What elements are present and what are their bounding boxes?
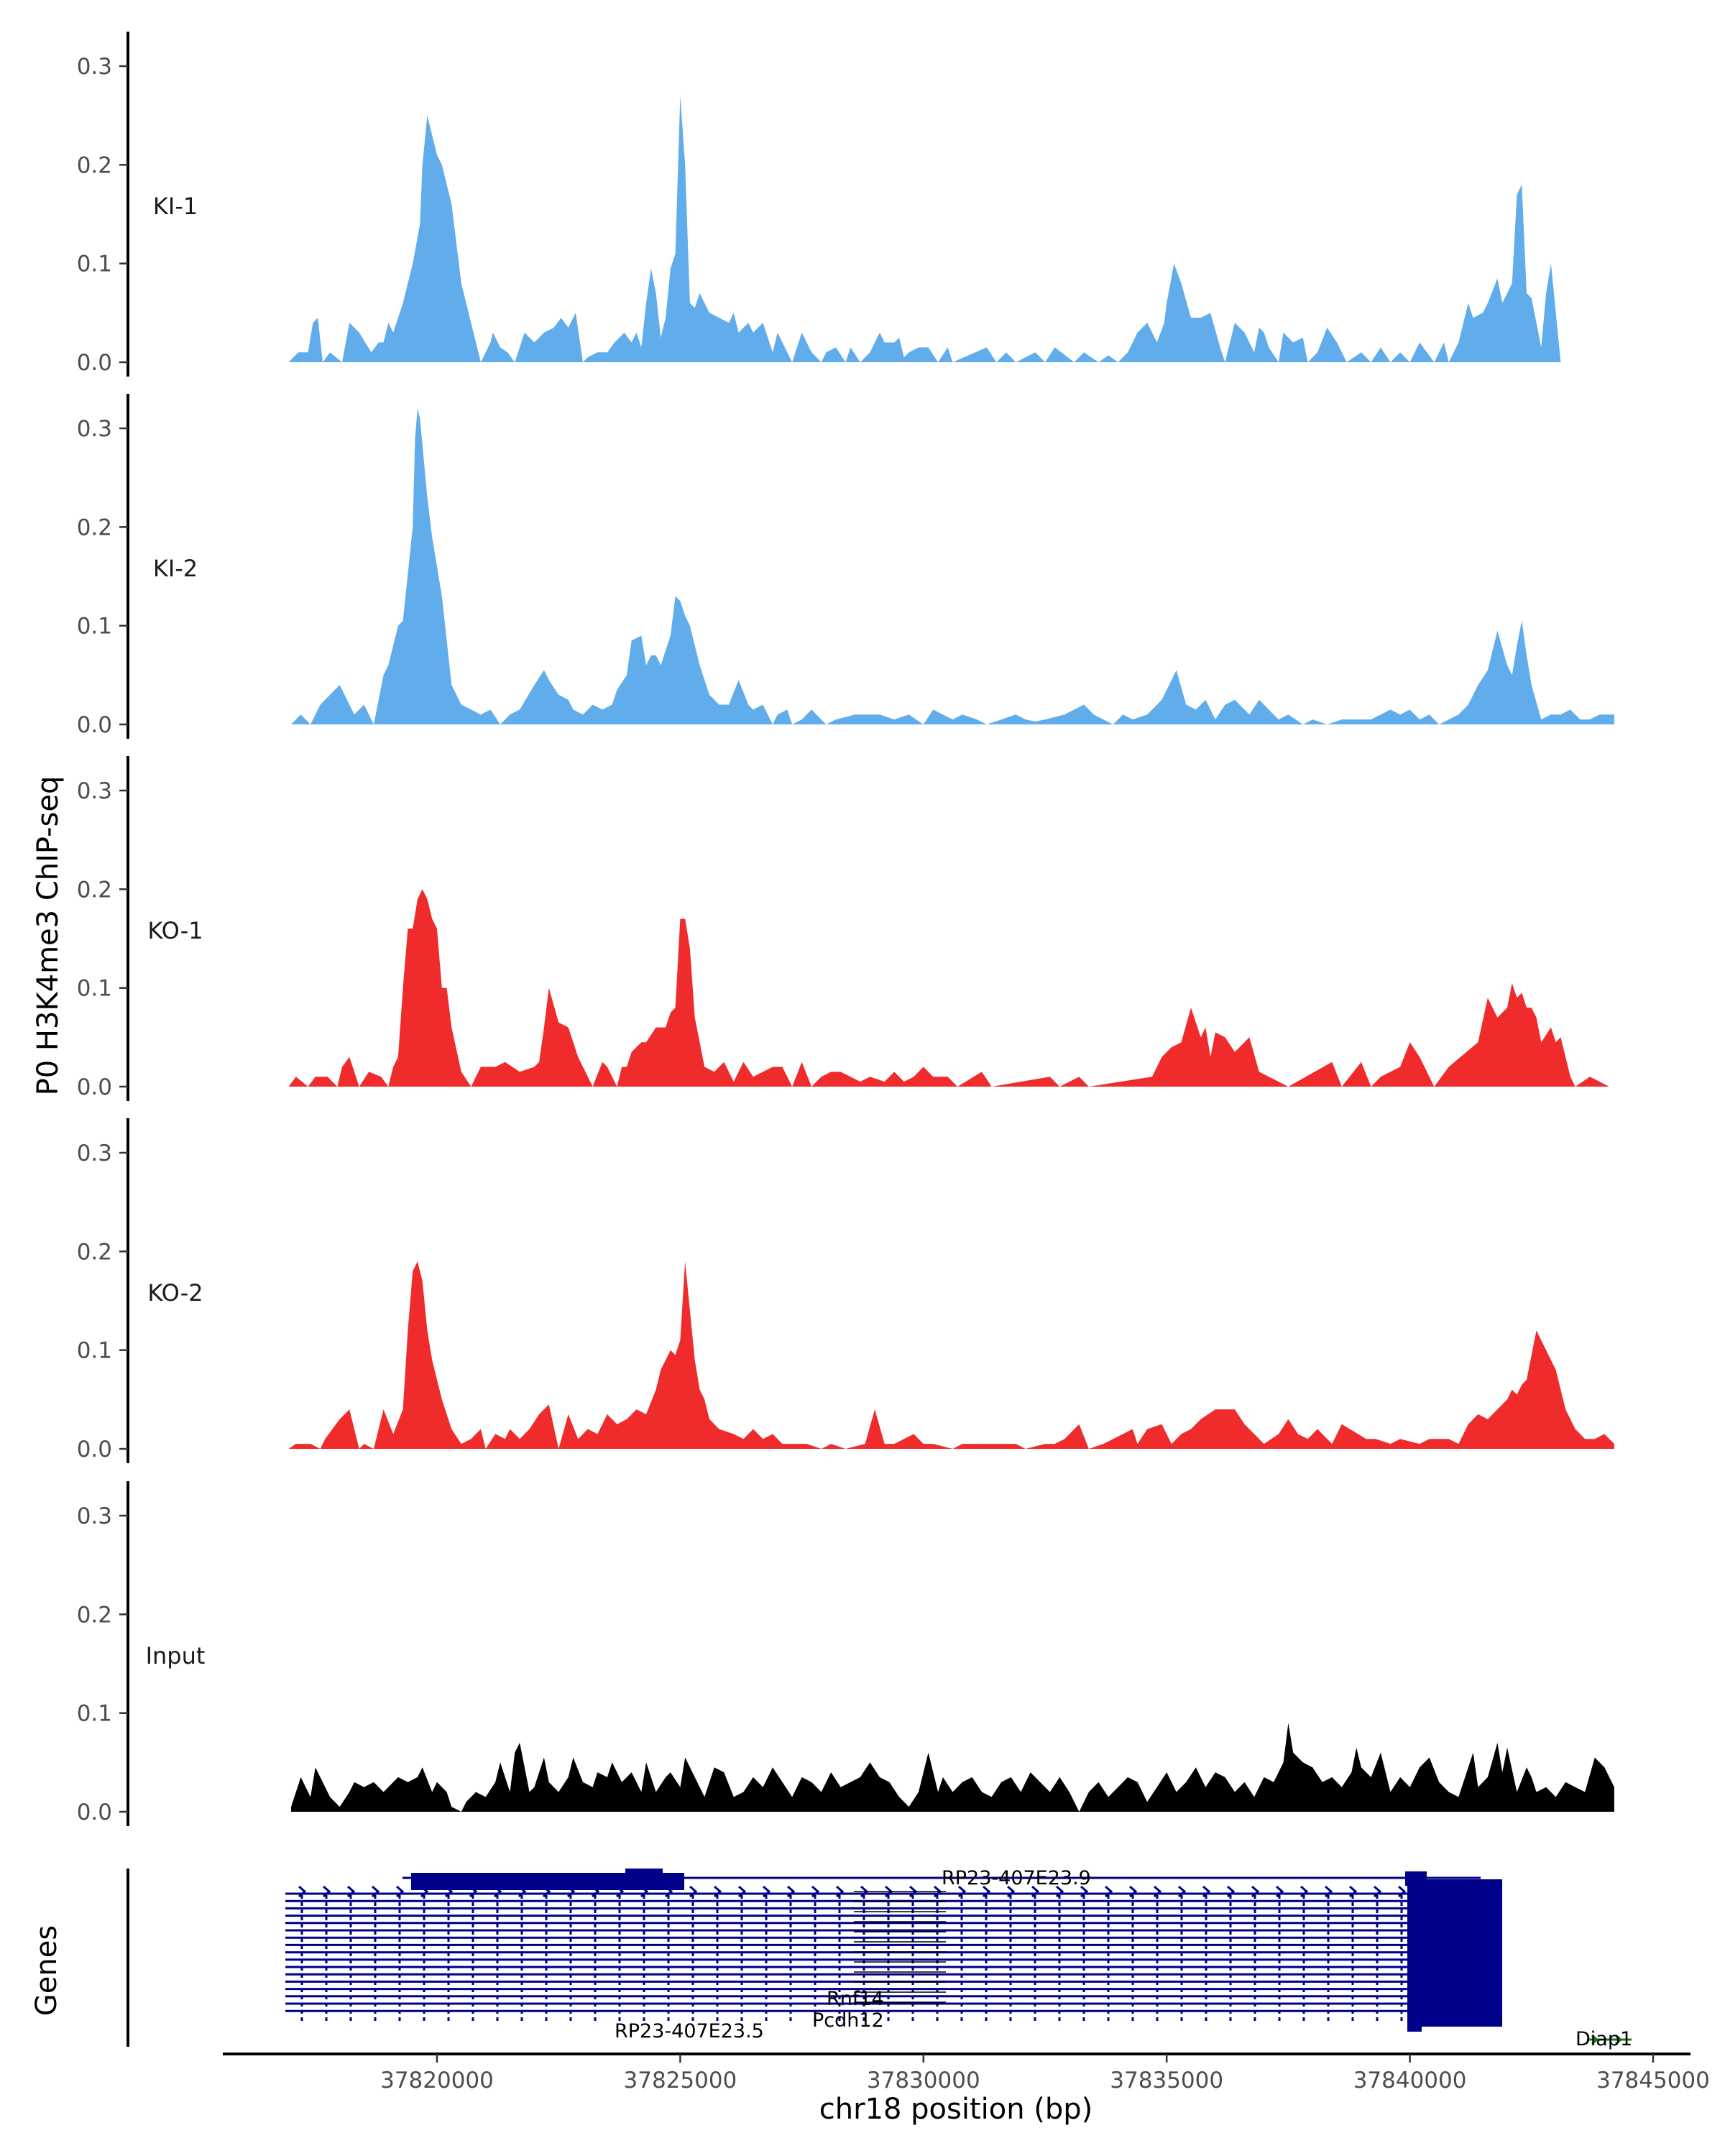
y-tick-label: 0.2 xyxy=(77,515,112,540)
signal-area-ko-2 xyxy=(288,1261,1614,1449)
y-tick-label: 0.1 xyxy=(77,614,112,640)
genes-track-title: Genes xyxy=(30,1925,63,2016)
x-tick-label: 37825000 xyxy=(624,2068,737,2093)
small-gene-chevrons xyxy=(1591,2034,1623,2045)
x-tick-label: 37840000 xyxy=(1353,2068,1467,2093)
x-axis: 37820000 37825000 37830000 37835000 37840000… xyxy=(223,2053,1710,2093)
y-tick-label: 0.3 xyxy=(77,1503,112,1529)
track-label: Input xyxy=(146,1642,206,1669)
track-ki-2: 0.0 0.1 0.2 0.3 KI-2 xyxy=(77,394,1614,739)
track-ko-2: 0.0 0.1 0.2 0.3 KO-2 xyxy=(77,1118,1614,1463)
y-tick-label: 0.2 xyxy=(77,152,112,178)
track-input: 0.0 0.1 0.2 0.3 Input xyxy=(77,1481,1614,1826)
y-tick-label: 0.1 xyxy=(77,1338,112,1364)
y-tick-label: 0.1 xyxy=(77,1701,112,1727)
y-tick-label: 0.2 xyxy=(77,1239,112,1265)
y-tick-label: 0.3 xyxy=(77,778,112,804)
exon-block-large xyxy=(1407,1879,1502,2027)
y-tick-label: 0.3 xyxy=(77,416,112,442)
track-label: KI-2 xyxy=(153,555,198,582)
x-tick-label: 37830000 xyxy=(867,2068,980,2093)
y-tick-label: 0.0 xyxy=(77,1800,112,1825)
exon-block xyxy=(625,1869,663,1880)
signal-area-ko-1 xyxy=(288,889,1610,1087)
signal-area-input xyxy=(291,1723,1614,1812)
exon-block xyxy=(1407,2023,1422,2032)
x-axis-title: chr18 position (bp) xyxy=(819,2093,1093,2126)
track-label: KO-2 xyxy=(147,1279,203,1307)
y-tick-label: 0.0 xyxy=(77,350,112,376)
y-tick-label: 0.1 xyxy=(77,252,112,277)
track-ki-1: 0.0 0.1 0.2 0.3 KI-1 xyxy=(77,32,1561,377)
y-tick-label: 0.0 xyxy=(77,712,112,738)
gene-label: RP23-407E23.9 xyxy=(942,1867,1091,1889)
gene-label: Pcdh12 xyxy=(812,2009,884,2032)
x-tick-label: 37835000 xyxy=(1110,2068,1223,2093)
y-tick-label: 0.0 xyxy=(77,1437,112,1462)
y-axis-title: P0 H3K4me3 ChIP-seq xyxy=(32,776,65,1096)
gene-label: Rnf14 xyxy=(827,1988,884,2010)
y-tick-label: 0.2 xyxy=(77,1602,112,1628)
track-label: KI-1 xyxy=(153,193,198,220)
y-tick-label: 0.0 xyxy=(77,1074,112,1100)
signal-area-ki-1 xyxy=(288,96,1561,362)
x-tick-label: 37845000 xyxy=(1596,2068,1710,2093)
track-ko-1: 0.0 0.1 0.2 0.3 KO-1 xyxy=(77,756,1610,1101)
y-tick-label: 0.2 xyxy=(77,877,112,903)
track-label: KO-1 xyxy=(147,917,203,944)
gene-label: Diap1 xyxy=(1576,2028,1632,2050)
y-tick-label: 0.3 xyxy=(77,1141,112,1166)
signal-area-ki-2 xyxy=(291,408,1614,724)
gene-label: RP23-407E23.5 xyxy=(615,2020,764,2042)
y-tick-label: 0.1 xyxy=(77,976,112,1002)
signal-tracks: 0.00.10.20.3KI-10.00.10.20.3KI-20.00.10.… xyxy=(77,32,1614,1826)
y-tick-label: 0.3 xyxy=(77,54,112,80)
x-tick-label: 37820000 xyxy=(380,2068,494,2093)
